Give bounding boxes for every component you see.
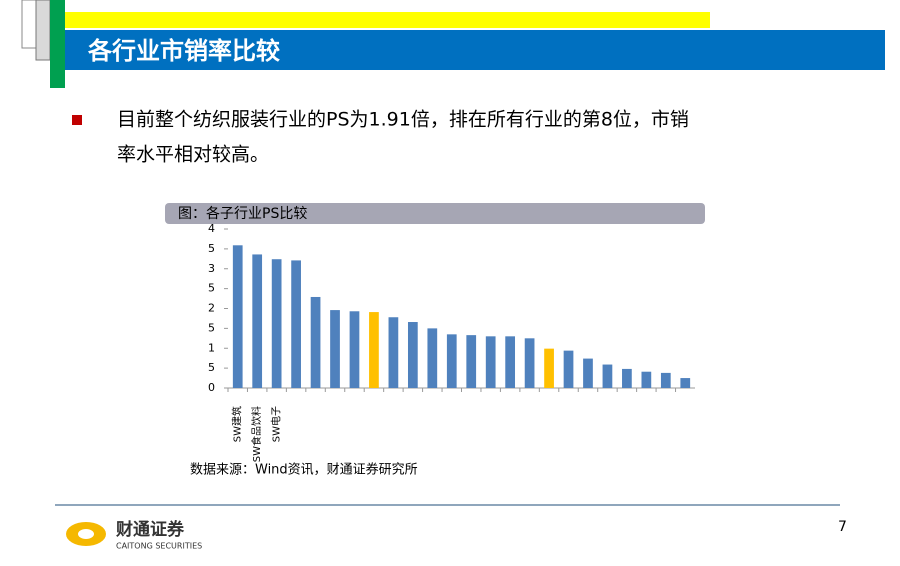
logo-en: CAITONG SECURITIES bbox=[116, 542, 202, 551]
bar bbox=[310, 296, 321, 388]
y-tick-label: 5 bbox=[208, 242, 215, 255]
logo-icon bbox=[78, 529, 94, 539]
bar bbox=[680, 378, 691, 388]
bar bbox=[563, 350, 574, 388]
y-tick-label: 1 bbox=[208, 341, 215, 354]
bar bbox=[407, 322, 418, 388]
bar bbox=[505, 336, 516, 388]
bar bbox=[252, 254, 263, 388]
y-tick-label: 5 bbox=[208, 361, 215, 374]
y-tick-label: 3 bbox=[208, 262, 215, 275]
caption-box bbox=[165, 203, 705, 224]
slide-title: 各行业市销率比较 bbox=[87, 37, 280, 65]
y-tick-label: 5 bbox=[208, 321, 215, 334]
x-tick-label: SW电子 bbox=[270, 406, 283, 442]
bar bbox=[330, 310, 340, 388]
bar bbox=[369, 312, 379, 388]
bar bbox=[583, 358, 593, 388]
y-tick-label: 4 bbox=[208, 222, 215, 235]
bar bbox=[622, 368, 632, 388]
bullet-text: 率水平相对较高。 bbox=[117, 144, 269, 166]
header-stripe bbox=[65, 12, 710, 28]
chart-title: 图：各子行业PS比较 bbox=[178, 206, 307, 222]
bullet-mark bbox=[72, 115, 82, 125]
y-tick-label: 2 bbox=[208, 302, 215, 315]
y-tick-label: 5 bbox=[208, 282, 215, 295]
bar bbox=[271, 259, 282, 388]
bullet-text: 目前整个纺织服装行业的PS为1.91倍，排在所有行业的第8位，市销 bbox=[117, 109, 689, 131]
bar bbox=[466, 335, 477, 388]
deco bbox=[50, 0, 65, 88]
bar bbox=[485, 336, 496, 388]
source: 数据来源：Wind资讯，财通证券研究所 bbox=[190, 462, 418, 478]
bar bbox=[602, 364, 613, 388]
bar bbox=[660, 372, 671, 388]
y-tick-label: 0 bbox=[208, 381, 215, 394]
header-band bbox=[65, 30, 885, 70]
bar bbox=[388, 317, 399, 388]
bar bbox=[291, 260, 301, 388]
bar bbox=[232, 245, 243, 388]
logo-cn: 财通证券 bbox=[115, 519, 185, 540]
bar bbox=[446, 334, 457, 388]
x-tick-label: SW建筑 bbox=[231, 406, 244, 442]
bar bbox=[349, 311, 360, 388]
bar bbox=[427, 328, 438, 388]
deco bbox=[35, 0, 51, 61]
bar bbox=[524, 338, 535, 388]
bar bbox=[641, 371, 652, 388]
bar bbox=[544, 348, 554, 388]
x-tick-label: SW食品饮料 bbox=[250, 406, 263, 462]
page-number: 7 bbox=[838, 519, 847, 535]
